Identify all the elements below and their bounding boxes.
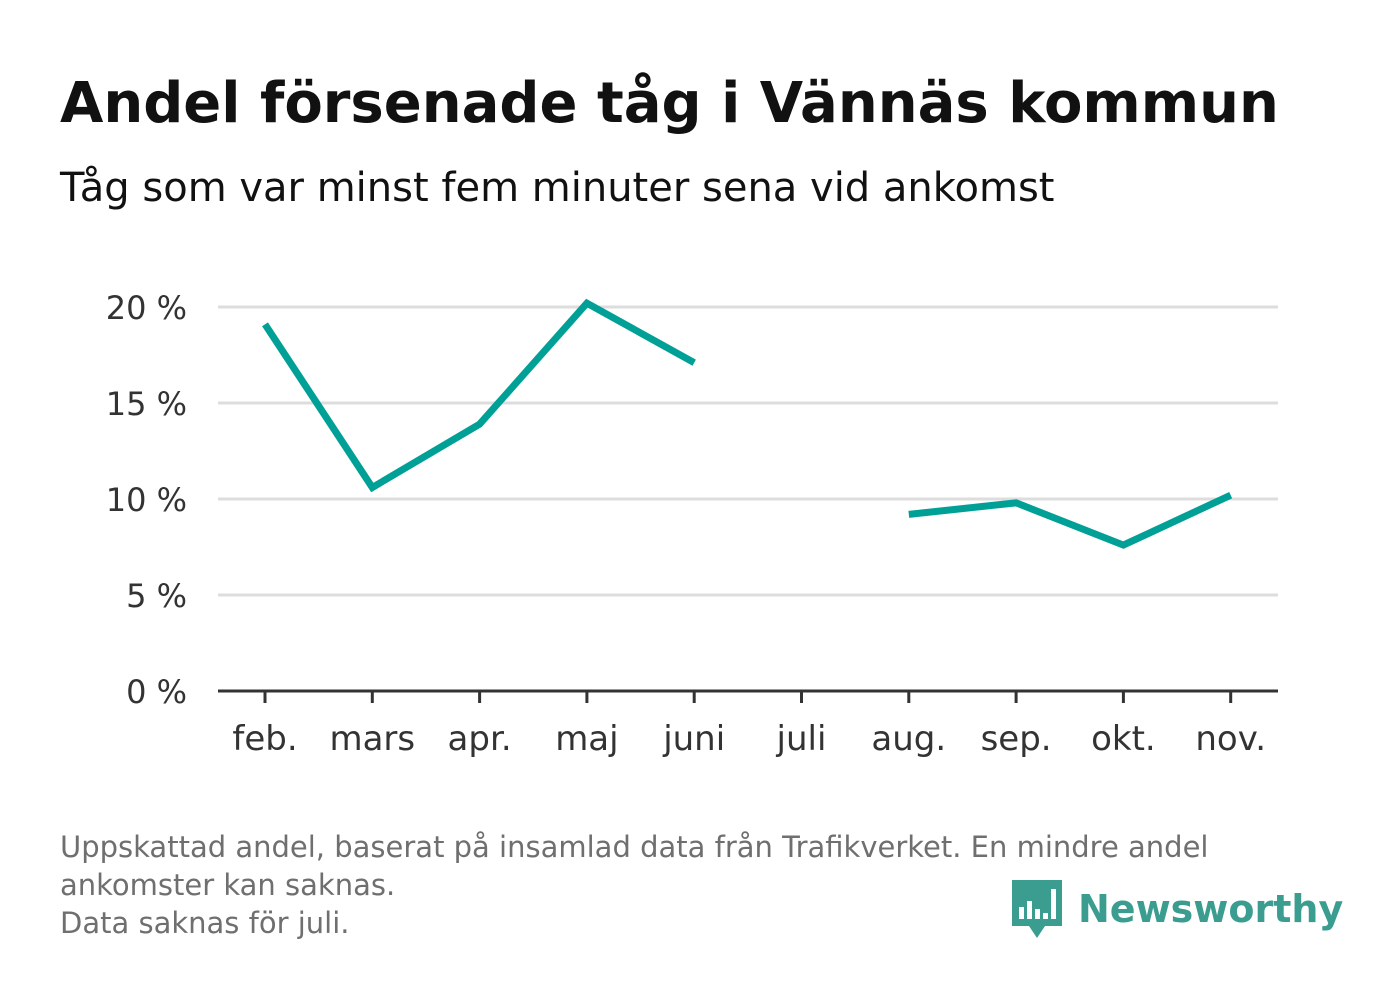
- brand-name: Newsworthy: [1078, 887, 1344, 931]
- x-tick-label: maj: [555, 719, 618, 759]
- series-line-segment: [262, 298, 696, 493]
- x-tick-label: okt.: [1091, 719, 1156, 759]
- y-tick-label: 15 %: [106, 385, 187, 423]
- chart-subtitle: Tåg som var minst fem minuter sena vid a…: [60, 165, 1055, 211]
- x-tick-label: apr.: [448, 719, 512, 759]
- y-tick-label: 0 %: [126, 673, 187, 711]
- x-tick-label: aug.: [871, 719, 946, 759]
- gridlines: [218, 305, 1278, 597]
- footnote-line-2: ankomster kan saknas.: [60, 868, 396, 902]
- x-tick-label: mars: [329, 719, 415, 759]
- chart-title: Andel försenade tåg i Vännäs kommun: [60, 71, 1279, 136]
- brand-logo: Newsworthy: [1012, 880, 1343, 938]
- y-tick-label: 20 %: [106, 289, 187, 327]
- y-tick-label: 10 %: [106, 481, 187, 519]
- y-tick-label: 5 %: [126, 577, 187, 615]
- footnote-line-3: Data saknas för juli.: [60, 906, 350, 940]
- series-line-segment: [908, 491, 1233, 549]
- x-axis-tick-labels: feb. mars apr. maj juni juli aug. sep. okt. nov.: [232, 719, 1266, 759]
- x-tick-label: juni: [662, 719, 725, 759]
- series-lines: [262, 298, 1233, 549]
- x-tick-label: nov.: [1195, 719, 1266, 759]
- footnote-line-1: Uppskattad andel, baserat på insamlad da…: [60, 830, 1209, 864]
- x-tick-label: feb.: [232, 719, 297, 759]
- bar-chart-speech-bubble-icon: [1012, 880, 1062, 938]
- line-chart: 0 % 5 % 10 % 15 % 20 % feb. mars apr. maj juni ju…: [106, 289, 1278, 759]
- x-axis: [218, 689, 1278, 703]
- x-tick-label: sep.: [981, 719, 1052, 759]
- y-axis-tick-labels: 0 % 5 % 10 % 15 % 20 %: [106, 289, 187, 711]
- x-tick-label: juli: [776, 719, 827, 759]
- footnote: Uppskattad andel, baserat på insamlad da…: [60, 828, 1320, 942]
